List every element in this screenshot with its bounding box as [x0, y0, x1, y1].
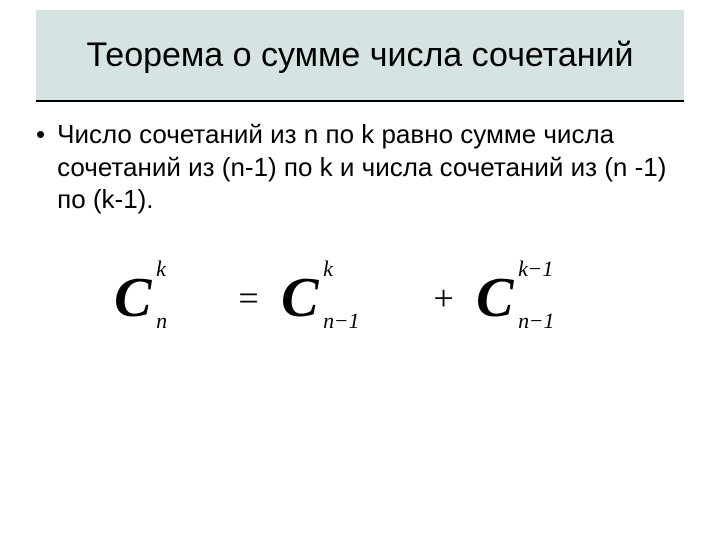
plus-sign: +: [433, 280, 453, 316]
bullet-text: Число сочетаний из n по k равно сумме чи…: [57, 118, 684, 216]
superscript-1: 1: [542, 256, 553, 281]
bullet-item: • Число сочетаний из n по k равно сумме …: [36, 118, 684, 216]
superscript-k-minus-1: k−1: [518, 256, 553, 282]
formula-inner: C k n = C k n−1 + C k−1: [110, 270, 610, 326]
superscript-k: k: [156, 256, 166, 282]
equals-sign: =: [238, 280, 258, 316]
bullet-dot-icon: •: [36, 118, 45, 151]
minus-icon: −: [529, 256, 541, 281]
subscript-1: 1: [544, 308, 555, 333]
subscript-n-minus-1: n−1: [518, 308, 554, 334]
term-lhs: C k n: [114, 270, 216, 326]
superscript-k: k: [518, 256, 528, 281]
subscript-n: n: [323, 308, 334, 333]
formula: C k n = C k n−1 + C k−1: [0, 270, 720, 326]
title-box: Теорема о сумме числа сочетаний: [36, 10, 684, 102]
subscript-n: n: [518, 308, 529, 333]
term-r1: C k n−1: [281, 270, 411, 326]
subscript-n-minus-1: n−1: [323, 308, 359, 334]
body-area: • Число сочетаний из n по k равно сумме …: [36, 118, 684, 216]
superscript-k: k: [323, 256, 333, 282]
combination-symbol: C: [114, 267, 151, 329]
subscript-n: n: [156, 308, 167, 334]
slide-title: Теорема о сумме числа сочетаний: [86, 35, 633, 76]
combination-symbol: C: [281, 267, 318, 329]
subscript-1: 1: [349, 308, 360, 333]
minus-icon: −: [530, 308, 542, 333]
combination-symbol: C: [476, 267, 513, 329]
minus-icon: −: [335, 308, 347, 333]
slide: Теорема о сумме числа сочетаний • Число …: [0, 0, 720, 540]
term-r2: C k−1 n−1: [476, 270, 606, 326]
